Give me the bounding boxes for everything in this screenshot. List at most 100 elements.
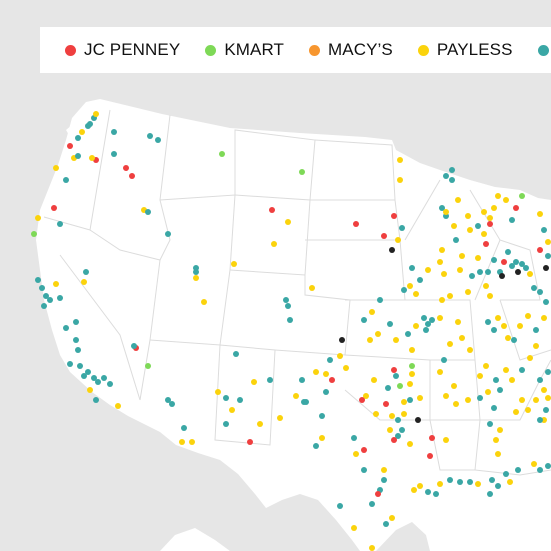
store-dot-jc-penney xyxy=(391,213,397,219)
florida-tip xyxy=(505,515,551,551)
store-dot-payless xyxy=(495,451,501,457)
store-dot-payless xyxy=(407,283,413,289)
store-dot-ra xyxy=(131,343,137,349)
store-dot-ra xyxy=(509,263,515,269)
store-dot-ra xyxy=(361,467,367,473)
store-dot-payless xyxy=(541,387,547,393)
store-dot-ra xyxy=(477,395,483,401)
store-dot-ra xyxy=(323,389,329,395)
store-dot-ra xyxy=(407,397,413,403)
store-dot-ra xyxy=(283,297,289,303)
store-dot-payless xyxy=(229,407,235,413)
store-dot-ra xyxy=(223,421,229,427)
store-dot-ra xyxy=(537,417,543,423)
store-dot-ra xyxy=(193,269,199,275)
store-dot-payless xyxy=(375,331,381,337)
store-dot-ra xyxy=(75,153,81,159)
legend-label-macys: MACY’S xyxy=(328,40,393,59)
store-dot-ra xyxy=(57,295,63,301)
store-dot-ra xyxy=(319,413,325,419)
store-dot-payless xyxy=(411,487,417,493)
store-dot-jc-penney xyxy=(391,437,397,443)
store-dot-ra xyxy=(43,293,49,299)
store-dot-ra xyxy=(409,265,415,271)
store-dot-payless xyxy=(501,323,507,329)
store-dot-jc-penney xyxy=(269,207,275,213)
store-dot-payless xyxy=(475,255,481,261)
store-dot-ra xyxy=(181,425,187,431)
store-dot-ra xyxy=(285,303,291,309)
store-dot-ra xyxy=(169,401,175,407)
store-dot-ra xyxy=(537,289,543,295)
store-dot-ra xyxy=(511,337,517,343)
store-dot-payless xyxy=(525,313,531,319)
store-dot-payless xyxy=(447,293,453,299)
store-dot-payless xyxy=(495,315,501,321)
store-dot-ra xyxy=(165,231,171,237)
store-dot-ra xyxy=(111,129,117,135)
store-dot-payless xyxy=(337,353,343,359)
store-dot-payless xyxy=(425,267,431,273)
store-dot-ra xyxy=(519,367,525,373)
store-dot-payless xyxy=(89,155,95,161)
store-dot-payless xyxy=(487,215,493,221)
legend-item-ra[interactable]: RA xyxy=(537,40,551,60)
store-dot-payless xyxy=(201,299,207,305)
store-dot-ra xyxy=(73,319,79,325)
store-dot-ra xyxy=(35,277,41,283)
store-dot-ra xyxy=(469,273,475,279)
store-dot-payless xyxy=(527,271,533,277)
store-dot-jc-penney xyxy=(429,435,435,441)
store-dot-ra xyxy=(83,269,89,275)
store-dot-kmart xyxy=(145,363,151,369)
store-dot-payless xyxy=(537,211,543,217)
store-dot-kmart xyxy=(219,151,225,157)
store-dot-ra xyxy=(417,277,423,283)
legend-item-kmart[interactable]: KMART xyxy=(205,40,284,60)
legend: JC PENNEY KMART MACY’S PAYLESS RA xyxy=(40,27,551,73)
store-dot-payless xyxy=(387,427,393,433)
store-dot-payless xyxy=(363,393,369,399)
store-dot-payless xyxy=(179,439,185,445)
store-dot-ra xyxy=(545,253,551,259)
store-dot-payless xyxy=(193,275,199,281)
store-dot-ra xyxy=(495,483,501,489)
store-dot-payless xyxy=(115,403,121,409)
store-dot-payless xyxy=(93,111,99,117)
store-dot-ra xyxy=(267,377,273,383)
store-dot-payless xyxy=(457,267,463,273)
store-dot-ra xyxy=(433,491,439,497)
legend-item-macys[interactable]: MACY’S xyxy=(309,40,393,60)
store-dot-payless xyxy=(351,525,357,531)
store-dot-payless xyxy=(277,415,283,421)
store-dot-ra xyxy=(545,463,551,469)
store-dot-payless xyxy=(389,413,395,419)
store-dot-ra xyxy=(441,357,447,363)
store-dot-ra xyxy=(423,327,429,333)
legend-item-payless[interactable]: PAYLESS xyxy=(417,40,513,60)
store-dot-payless xyxy=(455,319,461,325)
store-dot-ra xyxy=(233,351,239,357)
store-dot-payless xyxy=(271,241,277,247)
store-dot-payless xyxy=(443,437,449,443)
store-dot-payless xyxy=(507,479,513,485)
store-dot-payless xyxy=(407,441,413,447)
store-dot-ra xyxy=(41,303,47,309)
store-dot-ra xyxy=(165,397,171,403)
store-dot-payless xyxy=(527,355,533,361)
store-dot-jc-penney xyxy=(129,173,135,179)
store-dot-payless xyxy=(313,369,319,375)
store-dot-jc-penney xyxy=(513,205,519,211)
store-dot-jc-penney xyxy=(329,377,335,383)
store-dot-other xyxy=(415,417,421,423)
legend-item-jc-penney[interactable]: JC PENNEY xyxy=(65,40,180,60)
store-dot-kmart xyxy=(397,383,403,389)
store-dot-ra xyxy=(95,379,101,385)
store-dot-jc-penney xyxy=(391,367,397,373)
store-dot-payless xyxy=(371,377,377,383)
store-dot-payless xyxy=(413,291,419,297)
store-dot-ra xyxy=(47,297,53,303)
store-dot-payless xyxy=(493,437,499,443)
store-dot-jc-penney xyxy=(247,439,253,445)
store-dot-payless xyxy=(401,411,407,417)
